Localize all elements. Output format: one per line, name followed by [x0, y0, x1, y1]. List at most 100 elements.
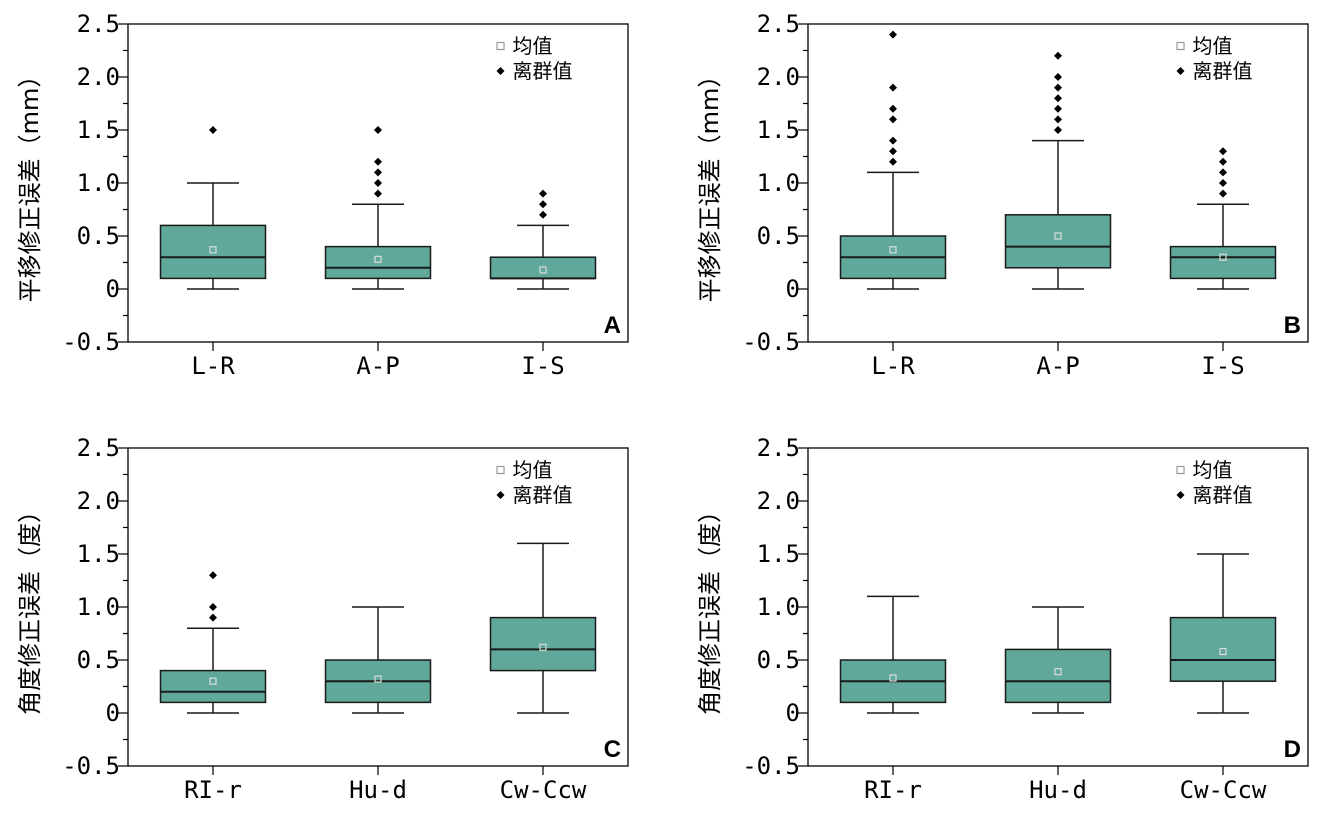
- outlier-point: [209, 571, 217, 580]
- y-tick-label: 2.0: [757, 63, 800, 91]
- outlier-point: [1054, 73, 1062, 81]
- y-tick-label: -0.5: [742, 752, 800, 780]
- x-category-label: Cw-Ccw: [500, 776, 587, 804]
- panel-label: D: [1284, 736, 1301, 763]
- y-tick-label: 2.0: [77, 63, 120, 91]
- legend-mean-label: 均值: [1193, 458, 1233, 482]
- legend-outlier-marker: [496, 67, 505, 75]
- y-tick-label: 1.0: [757, 593, 800, 621]
- outlier-point: [209, 613, 217, 622]
- legend-outlier-label: 离群值: [513, 483, 573, 507]
- y-tick-label: 0.5: [757, 222, 800, 250]
- box-a-p: [1004, 51, 1112, 290]
- y-tick-label: 0: [786, 275, 800, 303]
- legend-mean-marker: [496, 41, 505, 51]
- y-axis-label: 角度修正误差（度）: [696, 499, 724, 715]
- outlier-point: [889, 115, 897, 124]
- panel-label: A: [604, 312, 621, 339]
- outlier-point: [889, 104, 897, 113]
- y-tick-label: 2.0: [77, 487, 120, 515]
- outlier-point: [1054, 94, 1062, 103]
- panel-c: -0.5 0 0.5 1.0 1.5 2.0 2.5 角度修正误差（度） RI-r Hu-d Cw-…: [16, 434, 629, 804]
- mean-marker: [889, 246, 897, 254]
- legend-outlier-label: 离群值: [513, 59, 573, 83]
- x-category-label: RI-r: [864, 776, 922, 804]
- y-tick-label: 1.5: [77, 116, 120, 144]
- outlier-point: [1054, 83, 1062, 92]
- iqr-box: [159, 224, 267, 280]
- y-tick-label: 0: [106, 699, 120, 727]
- y-tick-label: 1.5: [757, 540, 800, 568]
- legend-mean-label: 均值: [1193, 34, 1233, 58]
- x-category-label: A-P: [356, 352, 399, 380]
- legend-mean-label: 均值: [513, 458, 553, 482]
- legend-outlier-marker: [1176, 491, 1185, 499]
- outlier-point: [539, 200, 547, 209]
- y-tick-label: 0.5: [77, 222, 120, 250]
- x-category-label: RI-r: [184, 776, 242, 804]
- y-tick-label: 2.0: [757, 487, 800, 515]
- outlier-point: [1054, 115, 1062, 124]
- outlier-point: [539, 210, 547, 219]
- mean-marker: [539, 643, 547, 651]
- panel-d: -0.5 0 0.5 1.0 1.5 2.0 2.5 角度修正误差（度） RI-r Hu-d Cw-…: [696, 434, 1309, 804]
- x-category-label: L-R: [871, 352, 915, 380]
- legend-outlier-label: 离群值: [1193, 59, 1253, 83]
- box-ri-r: [839, 595, 947, 714]
- box-ri-r: [159, 571, 267, 714]
- mean-marker: [1219, 253, 1227, 261]
- legend-mean-marker: [1176, 465, 1185, 475]
- y-tick-label: -0.5: [62, 328, 120, 356]
- mean-marker: [209, 677, 217, 685]
- y-axis-label: 角度修正误差（度）: [16, 499, 44, 715]
- legend-mean-marker: [1176, 41, 1185, 51]
- box-l-r: [159, 126, 267, 290]
- outlier-point: [1219, 179, 1227, 187]
- x-category-label: L-R: [191, 352, 235, 380]
- outlier-point: [889, 136, 897, 145]
- y-tick-label: 1.0: [77, 593, 120, 621]
- y-axis-label: 平移修正误差（mm）: [16, 64, 44, 303]
- panel-label: B: [1284, 312, 1301, 339]
- mean-marker: [889, 674, 897, 682]
- box-l-r: [839, 30, 947, 290]
- x-category-label: I-S: [1201, 352, 1244, 380]
- outlier-point: [374, 189, 382, 198]
- y-tick-label: 2.5: [757, 434, 800, 462]
- y-tick-label: 2.5: [77, 10, 120, 38]
- iqr-box: [159, 669, 267, 704]
- outlier-point: [889, 147, 897, 156]
- outlier-point: [374, 168, 382, 177]
- y-tick-label: 1.5: [77, 540, 120, 568]
- x-category-label: Hu-d: [1029, 776, 1087, 804]
- outlier-point: [1219, 157, 1227, 166]
- y-tick-label: 2.5: [757, 10, 800, 38]
- box-hu-d: [324, 606, 432, 714]
- iqr-box: [1169, 245, 1277, 280]
- outlier-point: [889, 83, 897, 92]
- iqr-box: [1004, 648, 1112, 704]
- y-tick-label: 0.5: [757, 646, 800, 674]
- box-cw-ccw: [489, 542, 597, 714]
- mean-marker: [374, 675, 382, 683]
- mean-marker: [539, 266, 547, 274]
- legend-mean-marker: [496, 465, 505, 475]
- outlier-point: [1054, 51, 1062, 60]
- mean-marker: [374, 255, 382, 263]
- outlier-point: [209, 603, 217, 611]
- panel-a: -0.5 0 0.5 1.0 1.5 2.0 2.5 平移修正误差（mm） L-R A-P I-S 均…: [16, 10, 629, 380]
- y-tick-label: -0.5: [742, 328, 800, 356]
- outlier-point: [374, 179, 382, 187]
- iqr-box: [489, 256, 597, 280]
- legend-outlier-label: 离群值: [1193, 483, 1253, 507]
- outlier-point: [1219, 147, 1227, 156]
- box-i-s: [489, 189, 597, 290]
- y-tick-label: 1.0: [757, 169, 800, 197]
- iqr-box: [1004, 214, 1112, 269]
- outlier-point: [889, 157, 897, 166]
- box-hu-d: [1004, 606, 1112, 714]
